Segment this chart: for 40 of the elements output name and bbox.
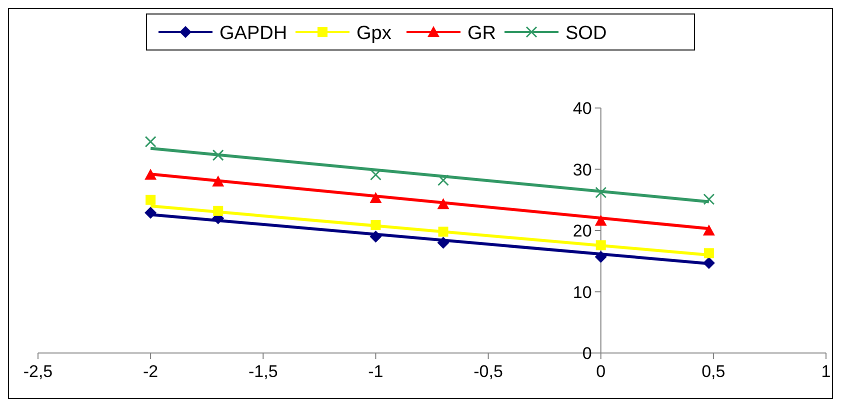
- point: [144, 206, 157, 219]
- x-tick-label: -2: [143, 362, 158, 381]
- y-tick-label: 0: [582, 344, 592, 363]
- point: [212, 176, 224, 186]
- point: [437, 236, 450, 249]
- point: [596, 240, 606, 250]
- x-tick-label: -1: [368, 362, 384, 381]
- legend-label: SOD: [566, 23, 607, 44]
- point: [704, 248, 714, 258]
- point: [703, 194, 715, 206]
- point: [370, 192, 382, 204]
- point: [370, 169, 382, 181]
- x-tick-label: -0,5: [474, 362, 503, 381]
- legend-label: GAPDH: [220, 23, 288, 44]
- legend-label: GR: [468, 23, 496, 44]
- point: [213, 206, 224, 216]
- x-tick-label: 0,5: [702, 362, 726, 381]
- point: [594, 250, 607, 263]
- x-tick-label: -1,5: [248, 362, 278, 381]
- y-tick-label: 20: [572, 222, 592, 240]
- legend-label: Gpx: [356, 23, 392, 44]
- point: [437, 198, 450, 210]
- x-tick-label: 1: [821, 362, 831, 381]
- point: [212, 149, 224, 161]
- point: [438, 226, 448, 237]
- point: [438, 174, 450, 186]
- point: [594, 214, 607, 226]
- point: [146, 194, 156, 205]
- point: [702, 224, 715, 236]
- point: [595, 186, 607, 198]
- point: [144, 136, 156, 148]
- point: [370, 230, 382, 243]
- y-tick-label: 30: [572, 160, 592, 180]
- x-tick-label: 0: [596, 362, 606, 381]
- point: [702, 256, 715, 269]
- point: [144, 168, 157, 180]
- y-tick-label: 40: [572, 99, 592, 118]
- x-tick-label: -2,5: [23, 362, 53, 381]
- point: [370, 220, 381, 230]
- y-tick-label: 10: [572, 282, 592, 302]
